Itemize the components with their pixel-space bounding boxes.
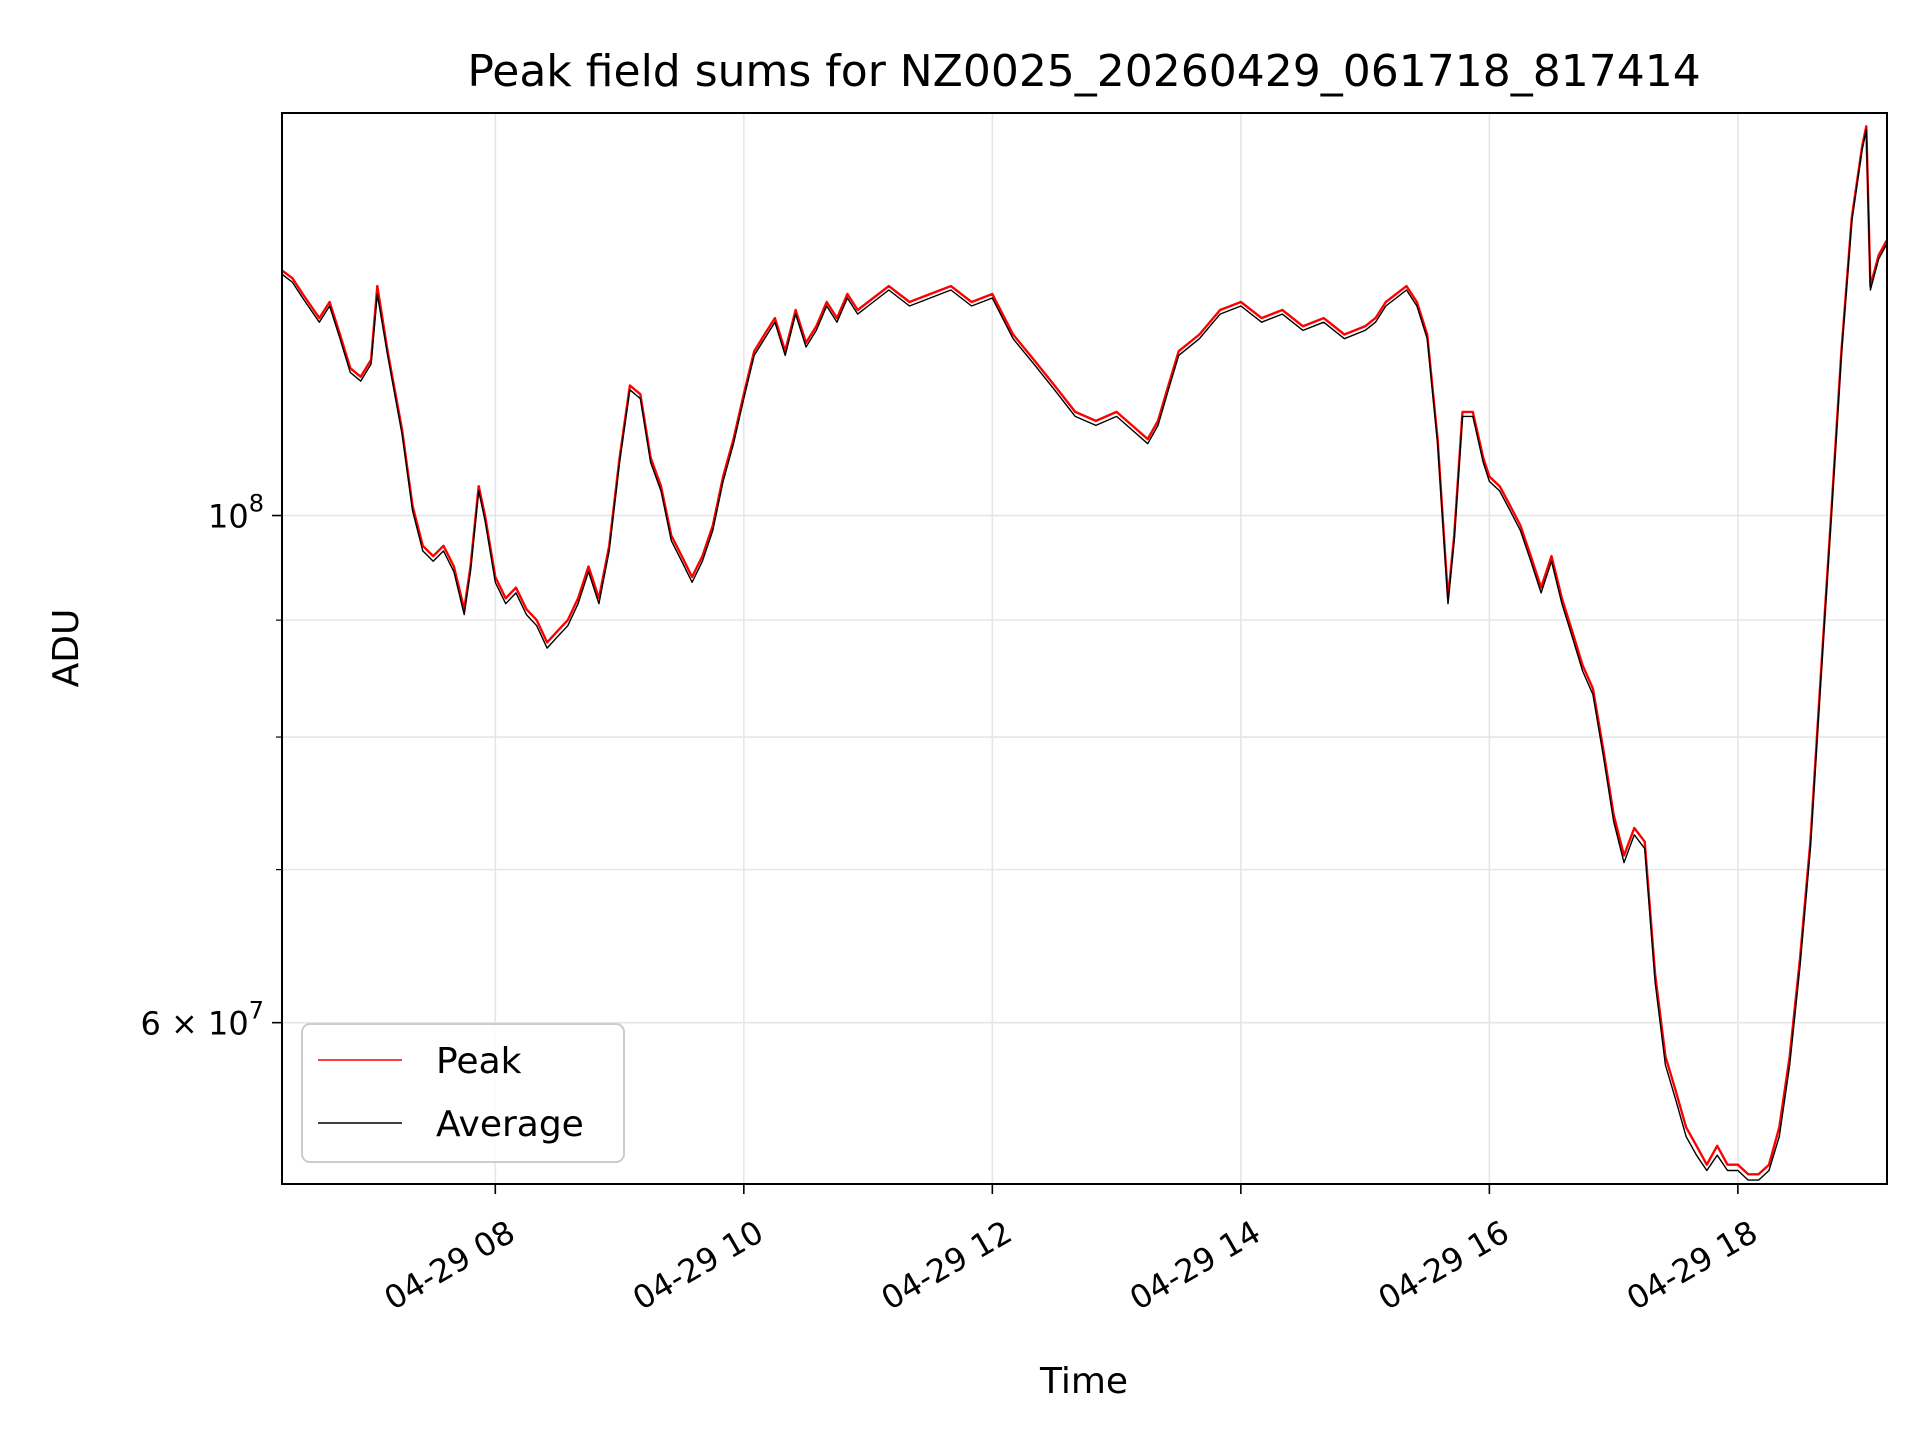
x-axis-label: Time	[1039, 1361, 1128, 1402]
y-tick-label: 6 × 107	[140, 997, 264, 1043]
grid	[282, 113, 1887, 1184]
series-line-peak	[281, 125, 1889, 1176]
y-tick-label: 108	[208, 490, 264, 536]
legend-box	[301, 1023, 625, 1163]
plot-frame	[281, 112, 1888, 1185]
y-axis: 6 × 107 108	[140, 490, 282, 1043]
series-lines	[281, 125, 1889, 1181]
legend-label-average: Average	[436, 1104, 584, 1145]
series-line-average	[281, 128, 1888, 1181]
legend: Peak Average	[301, 1023, 625, 1163]
chart-title: Peak field sums for NZ0025_20260429_0617…	[467, 46, 1700, 97]
legend-label-peak: Peak	[436, 1041, 522, 1082]
y-axis-label: ADU	[46, 609, 87, 688]
